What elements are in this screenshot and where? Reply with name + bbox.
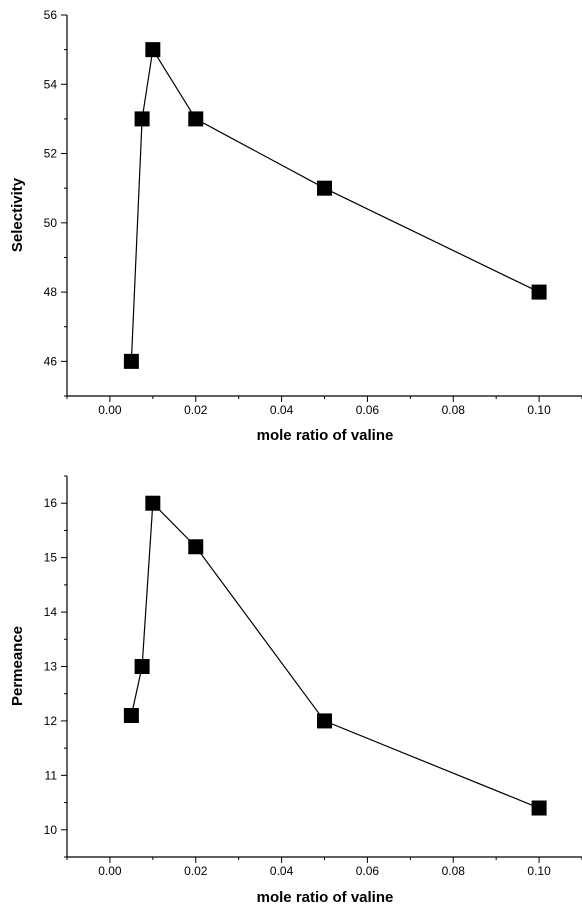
- x-tick-label: 0.10: [527, 864, 551, 878]
- tick-labels: 0.00 0.02 0.04 0.06 0.08 0.10 46 48 50 52 54 56: [44, 8, 551, 417]
- x-tick-label: 0.08: [442, 864, 466, 878]
- y-tick-label: 16: [44, 496, 58, 510]
- x-tick-label: 0.00: [98, 864, 122, 878]
- data-point-marker: [317, 713, 332, 729]
- y-tick-label: 13: [44, 660, 58, 674]
- x-axis-title: mole ratio of valine: [257, 427, 394, 444]
- x-tick-label: 0.04: [270, 864, 294, 878]
- data-point-marker: [134, 659, 150, 674]
- data-point-marker: [531, 800, 547, 816]
- y-tick-label: 56: [44, 8, 58, 22]
- x-tick-label: 0.06: [356, 864, 380, 878]
- x-tick-label: 0.08: [442, 403, 466, 417]
- x-tick-label: 0.06: [356, 403, 380, 417]
- y-axis-title: Selectivity: [9, 177, 26, 252]
- data-point-marker: [123, 707, 139, 723]
- x-tick-label: 0.02: [184, 403, 208, 417]
- y-tick-label: 46: [44, 354, 58, 368]
- y-tick-label: 12: [44, 714, 58, 728]
- y-tick-label: 52: [44, 147, 58, 161]
- y-tick-label: 54: [44, 77, 58, 91]
- y-tick-label: 50: [44, 216, 58, 230]
- tick-labels: 0.00 0.02 0.04 0.06 0.08 0.10 10 11 12 13 14 15 16: [44, 496, 551, 878]
- y-tick-label: 11: [45, 768, 58, 782]
- data-point-marker: [317, 180, 332, 196]
- series-group: [123, 42, 547, 369]
- data-point-marker: [188, 539, 204, 555]
- selectivity-chart: 0.00 0.02 0.04 0.06 0.08 0.10 46 48 50 52 54 56 mol…: [9, 8, 582, 444]
- y-axis-title: Permeance: [9, 626, 26, 706]
- data-point-marker: [134, 111, 150, 127]
- y-tick-label: 14: [44, 605, 58, 619]
- data-point-marker: [188, 111, 204, 127]
- tick-marks: [61, 14, 582, 402]
- y-tick-label: 48: [44, 285, 58, 299]
- y-tick-label: 10: [44, 823, 58, 837]
- data-point-marker: [531, 284, 547, 300]
- x-tick-label: 0.04: [270, 403, 294, 417]
- series-group: [123, 495, 547, 816]
- x-axis-title: mole ratio of valine: [257, 889, 394, 906]
- tick-marks: [61, 475, 582, 863]
- permeance-chart: 0.00 0.02 0.04 0.06 0.08 0.10 10 11 12 13 14 15 16 m…: [9, 475, 582, 906]
- data-point-marker: [145, 42, 161, 58]
- series-line: [130, 501, 540, 809]
- x-tick-label: 0.10: [527, 403, 551, 417]
- series-line: [130, 47, 540, 362]
- x-tick-label: 0.00: [98, 403, 122, 417]
- x-tick-label: 0.02: [184, 864, 208, 878]
- y-tick-label: 15: [44, 551, 58, 565]
- data-point-marker: [123, 353, 139, 369]
- data-point-marker: [145, 495, 161, 511]
